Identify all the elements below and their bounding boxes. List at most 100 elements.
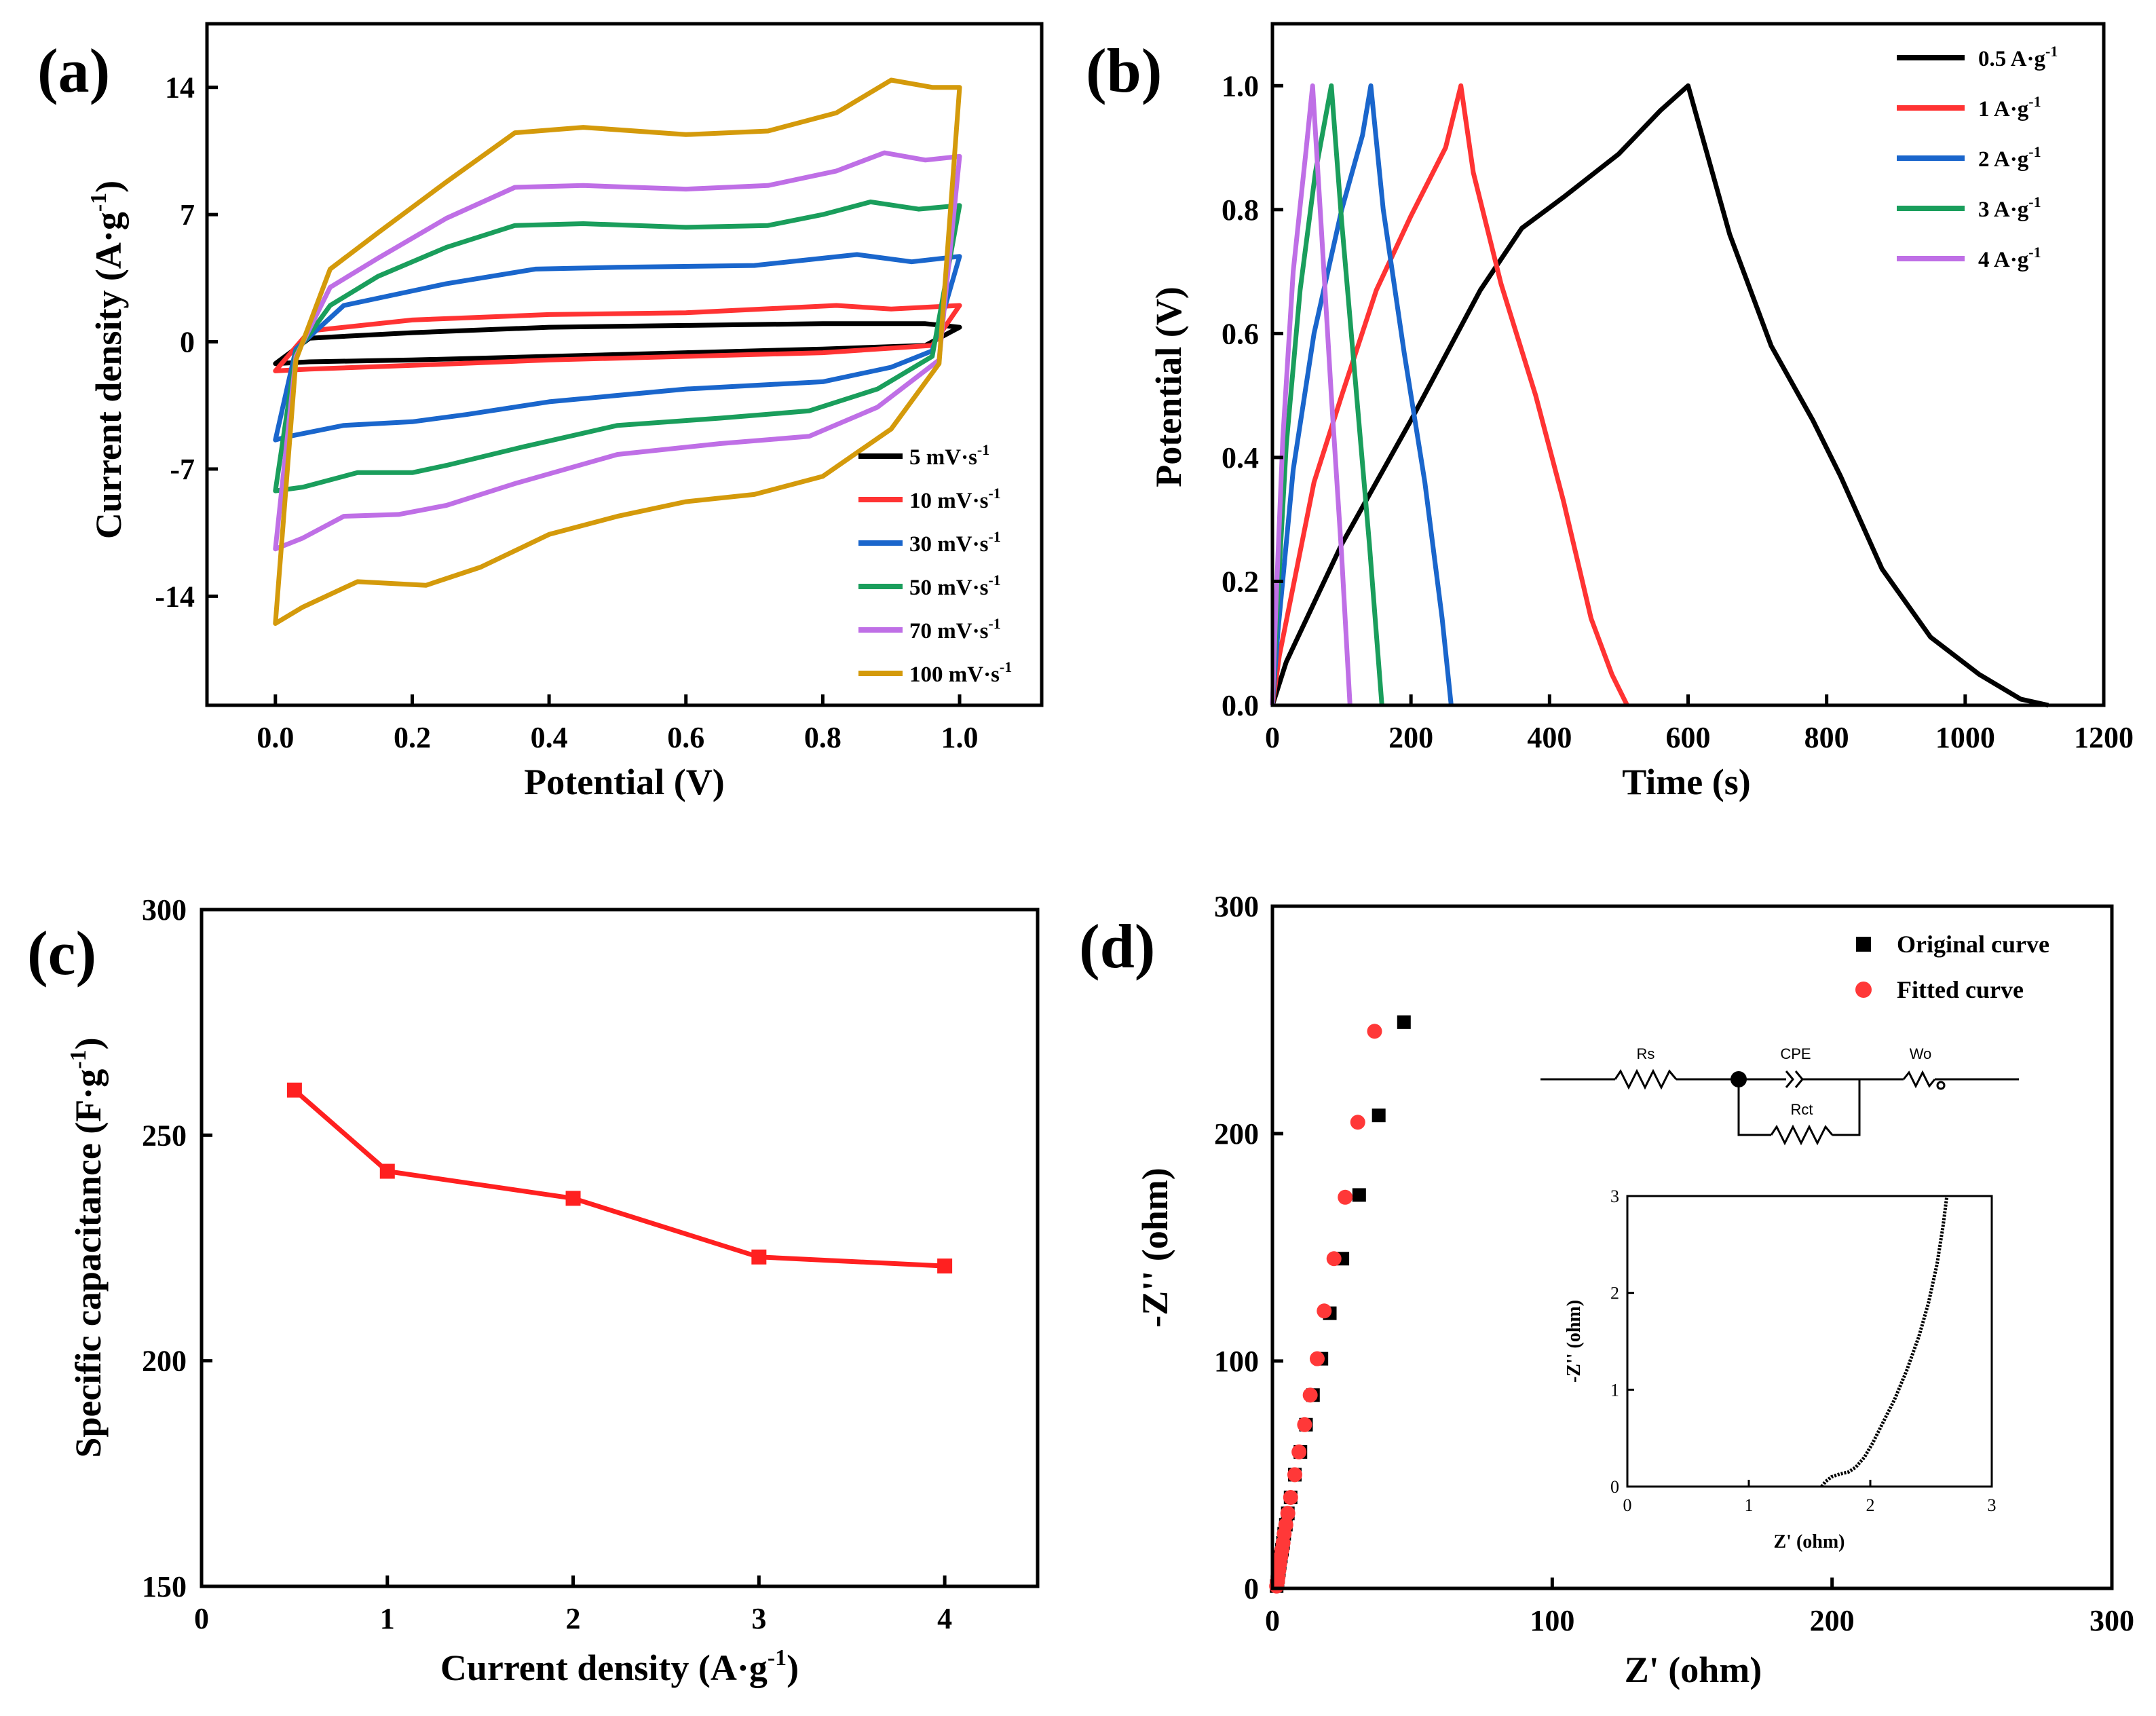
- circuit-label-cpe: CPE: [1780, 1045, 1811, 1062]
- panel-a-x-axis-title: Potential (V): [524, 762, 724, 802]
- panel-b-gcd-curves: (b) 0 200 400 600 800 1000 1200 0.00.20.40.60.…: [1086, 22, 2134, 802]
- panel-a-y-axis-title-text: Current density (A·g: [88, 212, 129, 539]
- capacitance-point: [379, 1163, 395, 1179]
- d-x-tick-label: 0: [1265, 1604, 1280, 1637]
- fitted-curve-point: [1350, 1115, 1365, 1130]
- panel-b-label: (b): [1086, 36, 1162, 105]
- b-y-tick-label: 0.0: [1222, 689, 1259, 722]
- legend-marker-original-curve: [1856, 937, 1871, 952]
- legend-label-1: 0.5 A·g-1: [1978, 43, 2058, 71]
- cv-loop-2: [273, 303, 962, 373]
- capacitance-point: [286, 1082, 302, 1098]
- cv-loop-1: [273, 321, 962, 367]
- circuit-wire: [1737, 1079, 1771, 1136]
- panel-c-x-axis-title-tail: ): [787, 1647, 799, 1688]
- panel-b-plot-area: [1270, 83, 2049, 708]
- original-curve-point: [1397, 1015, 1411, 1029]
- cv-loop-6: [273, 77, 962, 626]
- gcd-curve-1: [1270, 83, 2049, 708]
- panel-c-specific-capacitance: (c) 0 1 2 3 4 150 200 250 300 Current density (…: [27, 893, 1040, 1688]
- b-x-tick-label: 1200: [2074, 721, 2134, 754]
- legend-label-sup: -1: [2028, 244, 2041, 261]
- equivalent-circuit-diagram: [1540, 1068, 2019, 1146]
- a-y-tick-label: 0: [180, 326, 195, 359]
- wo-warburg-symbol: [1902, 1070, 1936, 1089]
- panel-d-label: (d): [1079, 912, 1155, 981]
- panel-b-y-ticks: 0.0 0.2 0.4 0.6 0.8 1.0: [1222, 69, 1283, 722]
- legend-label-2: 1 A·g-1: [1978, 93, 2041, 122]
- inset-x-tick-label: 2: [1866, 1495, 1875, 1515]
- c-x-tick-label: 1: [380, 1602, 395, 1635]
- d-x-tick-label: 100: [1530, 1604, 1574, 1637]
- b-x-tick-label: 800: [1804, 721, 1849, 754]
- a-x-tick-label: 0.6: [667, 721, 704, 754]
- legend-label-4: 50 mV·s-1: [909, 572, 1001, 600]
- b-x-tick-label: 200: [1388, 721, 1433, 754]
- b-y-tick-label: 0.2: [1222, 565, 1259, 598]
- a-x-tick-label: 0.2: [394, 721, 431, 754]
- panel-d-plot-area: [1269, 1015, 1411, 1594]
- c-x-tick-label: 3: [751, 1602, 766, 1635]
- a-x-tick-label: 0.0: [257, 721, 294, 754]
- fitted-curve-point: [1367, 1024, 1382, 1039]
- capacitance-point: [751, 1249, 767, 1265]
- panel-b-frame: [1270, 22, 2106, 707]
- d-x-tick-label: 300: [2089, 1604, 2134, 1637]
- rct-resistor-symbol: [1770, 1124, 1834, 1146]
- panel-c-frame: [200, 908, 1040, 1588]
- fitted-curve-point: [1309, 1351, 1325, 1366]
- c-y-tick-label: 150: [142, 1570, 187, 1603]
- b-y-tick-label: 0.6: [1222, 317, 1259, 350]
- panel-c-y-ticks: 150 200 250 300: [142, 893, 212, 1603]
- panel-c-label: (c): [27, 918, 96, 988]
- inset-x-tick-label: 0: [1623, 1495, 1632, 1515]
- inset-y-tick-label: 3: [1610, 1187, 1619, 1206]
- panel-d-frame: [1270, 904, 2114, 1590]
- fitted-curve-point: [1291, 1444, 1307, 1459]
- panel-d-x-axis-title: Z' (ohm): [1625, 1649, 1762, 1690]
- panel-b-legend: 0.5 A·g-1 1 A·g-1 2 A·g-1 3 A·g-1 4 A·g-1: [1897, 43, 2058, 272]
- capacitance-point: [565, 1191, 581, 1206]
- legend-label-sup: -1: [988, 572, 1000, 589]
- wo-warburg-symbol-circle: [1936, 1081, 1946, 1090]
- cpe-element-symbol: [1794, 1070, 1804, 1088]
- panel-a-frame: [205, 22, 1044, 707]
- legend-label-original-curve: Original curve: [1897, 931, 2049, 958]
- c-y-tick-label: 200: [142, 1345, 187, 1378]
- legend-label-sup: -1: [2028, 93, 2041, 110]
- panel-a-plot-area: [273, 77, 962, 626]
- inset-x-tick-label: 3: [1988, 1495, 1997, 1515]
- panel-b-y-axis-title: Potential (V): [1148, 286, 1189, 487]
- panel-a-y-axis-title: Current density (A·g-1): [86, 181, 129, 539]
- legend-label-sup: -1: [988, 485, 1000, 502]
- panel-c-y-axis-title-tail: ): [68, 1037, 109, 1049]
- inset-y-tick-label: 0: [1610, 1477, 1619, 1497]
- gcd-curve-3: [1270, 83, 1454, 706]
- panel-d-x-ticks: 0 100 200 300: [1265, 1578, 2134, 1637]
- panel-d-y-axis-title: -Z'' (ohm): [1135, 1168, 1175, 1328]
- gcd-curve-4: [1270, 83, 1384, 706]
- fitted-curve-point: [1302, 1387, 1318, 1403]
- b-x-tick-label: 1000: [1935, 721, 1995, 754]
- legend-label-sup: -1: [2028, 143, 2041, 160]
- panel-a-legend: 5 mV·s-1 10 mV·s-1 30 mV·s-1 50 mV·s-1 70 mV…: [858, 441, 1012, 687]
- panel-a-y-axis-title-tail: ): [88, 181, 129, 193]
- inset-x-ticks: 0 1 2 3: [1623, 1480, 1997, 1515]
- fitted-curve-point: [1338, 1189, 1353, 1205]
- d-y-tick-label: 300: [1214, 890, 1259, 923]
- inset-y-ticks: 0 1 2 3: [1610, 1187, 1634, 1497]
- legend-label-sup: -1: [2028, 193, 2041, 210]
- legend-label-sup: -1: [988, 615, 1000, 632]
- inset-frame: [1626, 1195, 1993, 1488]
- fitted-curve-point: [1317, 1303, 1332, 1319]
- a-x-tick-label: 0.4: [531, 721, 568, 754]
- circuit-label-wo: Wo: [1910, 1045, 1932, 1062]
- legend-label-5: 4 A·g-1: [1978, 244, 2041, 272]
- d-y-tick-label: 100: [1214, 1345, 1259, 1378]
- circuit-label-rs: Rs: [1637, 1045, 1655, 1062]
- panel-d-inset: 0 1 2 3 0 1 2 3 Z' (ohm) -Z'' (ohm): [1564, 1187, 1997, 1552]
- panel-c-x-axis-title: Current density (A·g-1): [440, 1645, 799, 1688]
- panel-a-x-ticks: 0.0 0.2 0.4 0.6 0.8 1.0: [257, 694, 979, 754]
